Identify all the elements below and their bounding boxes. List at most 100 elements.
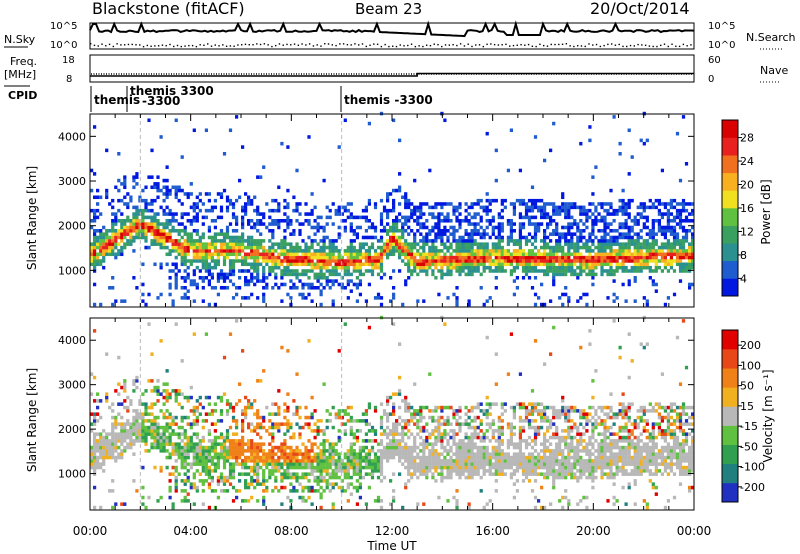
power-cell [642, 205, 646, 210]
noise-search-dot [290, 44, 292, 46]
power-cell [392, 235, 396, 240]
power-cell [527, 252, 532, 257]
power-cell [195, 202, 199, 206]
power-cell [546, 245, 550, 250]
power-cell [437, 212, 441, 216]
power-cell [367, 269, 372, 273]
velocity-cell [219, 399, 224, 403]
velocity-cell [367, 429, 372, 433]
power-cell [530, 259, 535, 263]
velocity-cell [307, 495, 311, 500]
power-cell [90, 168, 94, 173]
power-cell [325, 255, 329, 260]
power-cell [277, 219, 281, 223]
power-cell [253, 249, 257, 253]
power-cell [591, 239, 595, 243]
power-cell [159, 222, 163, 226]
power-cell [108, 242, 112, 246]
velocity-cell [213, 429, 218, 433]
velocity-cell [135, 422, 139, 426]
power-cell [440, 269, 444, 273]
power-cell [228, 202, 233, 206]
power-cell [410, 208, 414, 213]
noise-search-dot [641, 44, 643, 46]
power-cell [558, 249, 562, 253]
velocity-cell [289, 465, 293, 470]
power-cell [364, 269, 369, 273]
velocity-cell [382, 432, 387, 436]
velocity-cell [331, 445, 335, 450]
power-cell [410, 229, 414, 233]
power-cell [440, 229, 444, 233]
power-cell [159, 262, 163, 267]
velocity-cell [204, 462, 209, 466]
power-cell [228, 249, 233, 253]
velocity-cell [180, 459, 184, 463]
power-cell [491, 215, 495, 220]
power-cell [549, 222, 553, 226]
power-cell [259, 245, 263, 250]
velocity-cell [222, 482, 227, 486]
power-cell [485, 219, 489, 223]
velocity-cell [195, 435, 199, 440]
power-cell [168, 286, 172, 290]
power-cell [238, 235, 242, 240]
power-cell [549, 262, 553, 267]
velocity-cell [93, 329, 97, 333]
velocity-cell [189, 385, 193, 390]
power-cell [304, 296, 308, 300]
power-cell [467, 232, 471, 236]
power-cell [570, 269, 574, 273]
power-cell [120, 225, 124, 230]
power-cell [509, 229, 514, 233]
velocity-cell [162, 449, 166, 453]
power-cell [355, 265, 360, 270]
velocity-cell [189, 449, 193, 453]
power-cell [488, 219, 492, 223]
power-cell [192, 272, 196, 277]
noise-search-dot [327, 43, 330, 45]
power-cell [343, 208, 347, 213]
velocity-cell [331, 405, 335, 410]
velocity-cell [192, 419, 196, 423]
velocity-cell [238, 489, 242, 493]
power-cell [603, 255, 607, 260]
power-cell [358, 269, 363, 273]
velocity-cell [304, 455, 308, 460]
power-cell [633, 255, 637, 260]
velocity-cell [192, 405, 196, 410]
power-cell [183, 212, 187, 216]
power-cell [144, 239, 148, 243]
cpid-segment-2-line1: themis 3300 [130, 84, 214, 98]
power-cell [310, 259, 314, 263]
power-cell [177, 188, 181, 193]
velocity-cell [126, 419, 130, 423]
power-cell [93, 195, 97, 200]
power-cell [386, 255, 390, 260]
power-cell [271, 235, 275, 240]
power-cell [591, 262, 595, 267]
power-cell [283, 198, 287, 203]
power-cell [156, 229, 160, 233]
power-cell [473, 215, 477, 220]
velocity-cell [150, 412, 154, 416]
velocity-cell [253, 429, 257, 433]
power-cell [231, 262, 236, 267]
velocity-cell [250, 459, 254, 463]
power-cell [319, 239, 323, 243]
power-cell [171, 262, 175, 267]
power-cell [648, 205, 652, 210]
power-cell [485, 265, 489, 270]
velocity-cell [407, 455, 411, 460]
power-cell [204, 242, 209, 246]
noise-search-dot [690, 44, 692, 46]
power-cell [222, 245, 227, 250]
velocity-cell [231, 499, 236, 503]
power-cell [657, 225, 662, 230]
power-cell [636, 252, 640, 257]
velocity-cell [244, 459, 248, 463]
power-cell [407, 245, 411, 250]
power-cell [470, 229, 474, 233]
power-cell [606, 232, 610, 236]
power-cell [210, 205, 215, 210]
